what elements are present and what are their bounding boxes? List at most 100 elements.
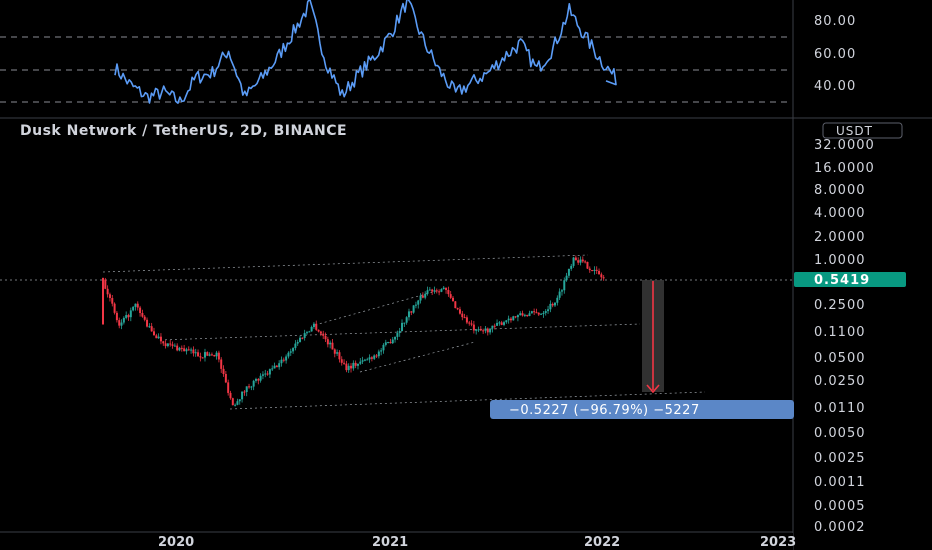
- candle-body[interactable]: [380, 350, 383, 352]
- candle-body[interactable]: [591, 270, 594, 272]
- candle-body[interactable]: [115, 312, 118, 321]
- candle-body[interactable]: [203, 352, 206, 358]
- candle-body[interactable]: [405, 317, 408, 323]
- candle-body[interactable]: [250, 386, 253, 388]
- candle-body[interactable]: [322, 333, 325, 336]
- candle-body[interactable]: [134, 303, 137, 307]
- candle-body[interactable]: [303, 333, 306, 338]
- candle-body[interactable]: [449, 294, 452, 298]
- candle-body[interactable]: [356, 363, 359, 366]
- candle-body[interactable]: [556, 297, 559, 303]
- candle-body[interactable]: [433, 290, 436, 292]
- candle-body[interactable]: [224, 374, 227, 383]
- candle-body[interactable]: [516, 315, 519, 318]
- candle-body[interactable]: [554, 302, 557, 306]
- price-axis[interactable]: 80.00 60.00 40.00 USDT 32.0000 16.0000 8…: [794, 14, 906, 535]
- candle-body[interactable]: [139, 307, 142, 313]
- candle-body[interactable]: [407, 311, 410, 318]
- candle-body[interactable]: [190, 349, 193, 351]
- upper-channel-line[interactable]: [102, 254, 589, 273]
- candle-body[interactable]: [486, 328, 489, 333]
- candle-body[interactable]: [452, 297, 455, 302]
- candle-body[interactable]: [296, 341, 299, 344]
- lower-channel-line[interactable]: [229, 391, 706, 410]
- candle-body[interactable]: [268, 369, 271, 375]
- candle-body[interactable]: [248, 386, 251, 388]
- candle-body[interactable]: [308, 331, 311, 333]
- symbol-title[interactable]: Dusk Network / TetherUS, 2D, BINANCE: [20, 123, 347, 139]
- candle-body[interactable]: [287, 352, 290, 357]
- candle-body[interactable]: [577, 260, 580, 263]
- candle-body[interactable]: [463, 317, 466, 319]
- candle-body[interactable]: [338, 352, 341, 360]
- candle-body[interactable]: [245, 386, 248, 393]
- candle-body[interactable]: [146, 319, 149, 327]
- candle-body[interactable]: [560, 290, 563, 292]
- candle-body[interactable]: [514, 316, 517, 318]
- candle-body[interactable]: [111, 298, 114, 304]
- candle-body[interactable]: [183, 348, 186, 352]
- candle-body[interactable]: [482, 330, 485, 332]
- candle-body[interactable]: [401, 322, 404, 332]
- candle-body[interactable]: [132, 306, 135, 311]
- candle-body[interactable]: [368, 357, 371, 360]
- candle-body[interactable]: [345, 363, 348, 371]
- candle-body[interactable]: [528, 313, 531, 317]
- candle-body[interactable]: [266, 373, 269, 375]
- candle-body[interactable]: [542, 312, 545, 314]
- candle-body[interactable]: [544, 311, 547, 313]
- candle-body[interactable]: [125, 315, 128, 318]
- candle-body[interactable]: [329, 342, 332, 345]
- rising-channel-top[interactable]: [314, 289, 441, 326]
- candle-body[interactable]: [275, 365, 278, 368]
- candle-body[interactable]: [152, 331, 155, 336]
- candle-body[interactable]: [261, 374, 264, 376]
- candle-body[interactable]: [257, 379, 260, 381]
- candle-body[interactable]: [157, 336, 160, 339]
- candle-body[interactable]: [447, 289, 450, 295]
- candle-body[interactable]: [445, 287, 448, 290]
- candle-body[interactable]: [377, 351, 380, 357]
- candle-body[interactable]: [584, 261, 587, 263]
- candle-body[interactable]: [581, 259, 584, 262]
- candle-body[interactable]: [500, 322, 503, 325]
- candle-body[interactable]: [479, 329, 482, 331]
- candle-body[interactable]: [468, 322, 471, 324]
- candle-body[interactable]: [440, 289, 443, 292]
- candle-body[interactable]: [180, 347, 183, 349]
- candle-body[interactable]: [354, 362, 357, 366]
- candle-body[interactable]: [162, 341, 165, 344]
- candle-body[interactable]: [600, 274, 603, 278]
- candle-body[interactable]: [206, 352, 209, 356]
- candle-body[interactable]: [435, 290, 438, 292]
- candle-body[interactable]: [424, 293, 427, 298]
- candle-body[interactable]: [382, 344, 385, 351]
- candle-body[interactable]: [398, 331, 401, 334]
- candle-body[interactable]: [292, 348, 295, 352]
- candle-body[interactable]: [136, 303, 139, 308]
- candle-body[interactable]: [396, 333, 399, 337]
- candle-body[interactable]: [361, 360, 364, 362]
- candle-body[interactable]: [512, 316, 515, 321]
- candle-body[interactable]: [241, 391, 244, 400]
- candle-body[interactable]: [143, 316, 146, 320]
- candle-body[interactable]: [535, 312, 538, 314]
- candle-body[interactable]: [141, 312, 144, 317]
- candle-body[interactable]: [394, 336, 397, 340]
- candle-body[interactable]: [150, 326, 153, 332]
- candle-body[interactable]: [347, 365, 350, 371]
- candle-body[interactable]: [229, 392, 232, 399]
- candle-body[interactable]: [547, 309, 550, 312]
- candle-body[interactable]: [509, 318, 512, 321]
- candle-body[interactable]: [588, 268, 591, 271]
- candle-body[interactable]: [217, 352, 220, 360]
- candle-body[interactable]: [310, 327, 313, 332]
- candle-body[interactable]: [305, 332, 308, 334]
- candle-body[interactable]: [220, 359, 223, 369]
- candle-body[interactable]: [498, 322, 501, 324]
- candle-body[interactable]: [579, 259, 582, 263]
- candle-body[interactable]: [359, 361, 362, 364]
- candle-body[interactable]: [259, 375, 262, 381]
- candle-body[interactable]: [389, 341, 392, 344]
